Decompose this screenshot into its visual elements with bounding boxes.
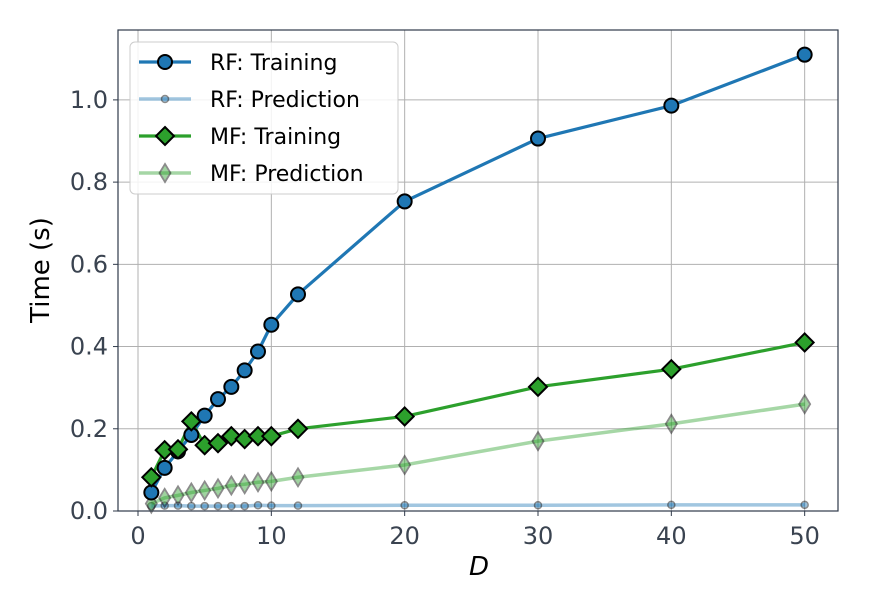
data-point (287, 418, 309, 440)
x-tick-label: 40 (656, 522, 687, 550)
data-point (291, 466, 305, 489)
data-point (207, 432, 229, 454)
data-point (196, 407, 213, 424)
legend-marker (157, 54, 173, 70)
data-point (253, 500, 263, 510)
legend-label: RF: Training (210, 51, 337, 76)
plot-frame (117, 29, 839, 512)
data-point (660, 358, 682, 380)
data-point (527, 376, 549, 398)
data-point (156, 459, 173, 476)
x-tick-label: 10 (256, 522, 287, 550)
data-point (240, 501, 249, 511)
data-point (263, 316, 280, 333)
data-point (267, 501, 276, 510)
data-point (140, 466, 162, 488)
legend-label: MF: Prediction (210, 162, 364, 187)
legend-label: MF: Training (210, 125, 341, 150)
data-point (238, 473, 252, 496)
data-point (223, 378, 240, 395)
y-tick-label: 0.6 (70, 250, 108, 278)
data-point (394, 406, 416, 427)
data-point (167, 438, 189, 460)
data-point (171, 484, 185, 507)
data-point (158, 487, 172, 509)
y-tick-label: 0.0 (70, 497, 108, 525)
y-tick-label: 0.2 (70, 415, 108, 443)
data-point (251, 471, 265, 493)
data-point (400, 500, 409, 510)
data-point (533, 500, 543, 510)
data-point (264, 470, 278, 493)
data-point (664, 413, 678, 435)
data-point (200, 501, 209, 511)
legend-marker (154, 125, 176, 147)
data-point (667, 500, 676, 510)
data-point (224, 474, 238, 497)
x-tick-label: 50 (789, 522, 820, 550)
data-point (198, 479, 212, 502)
legend: RF: Training RF: Prediction MF: Training MF… (129, 41, 399, 195)
series-markers (140, 46, 816, 515)
data-point (293, 501, 303, 510)
data-point (220, 425, 242, 447)
data-point (531, 430, 545, 452)
series-line (150, 402, 805, 506)
legend-marker (158, 162, 172, 184)
data-point (210, 391, 226, 408)
data-point (180, 410, 202, 432)
data-point (396, 193, 413, 210)
y-tick-label: 0.8 (70, 168, 108, 196)
data-point (663, 97, 680, 114)
data-point (236, 362, 253, 379)
data-point (173, 501, 183, 510)
ticks: 0 10 20 30 40 50 0.0 0.2 0.4 0.6 0.8 1.0 (70, 86, 820, 550)
data-point (800, 500, 809, 510)
x-axis-label: D (469, 552, 489, 582)
y-axis-label: Time (s) (26, 217, 56, 324)
data-point (398, 454, 412, 476)
data-point (530, 130, 546, 147)
y-tick-label: 0.4 (70, 333, 108, 361)
data-point (290, 286, 306, 303)
data-point (260, 425, 282, 447)
data-point (147, 501, 156, 511)
x-tick-label: 0 (130, 522, 145, 550)
data-point (213, 501, 223, 511)
data-point (160, 501, 169, 510)
y-tick-label: 1.0 (70, 86, 108, 114)
data-point (211, 477, 225, 500)
data-point (794, 332, 816, 353)
legend-label: RF: Prediction (210, 88, 360, 113)
data-point (250, 343, 266, 360)
data-point (796, 46, 813, 63)
legend-box (129, 41, 399, 195)
data-point (798, 393, 812, 415)
series-line (151, 503, 805, 508)
data-point (184, 481, 198, 504)
x-tick-label: 30 (523, 522, 554, 550)
x-tick-label: 20 (389, 522, 420, 550)
data-point (227, 501, 236, 511)
legend-marker (160, 94, 170, 104)
data-point (187, 501, 196, 511)
